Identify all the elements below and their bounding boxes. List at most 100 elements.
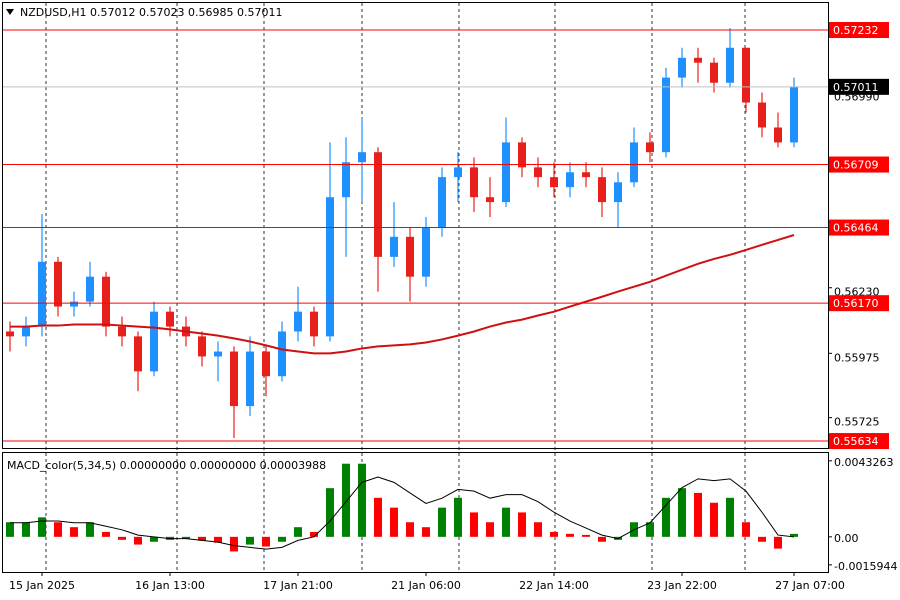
level-label: 0.56464 [833, 222, 879, 235]
candle-body [278, 331, 286, 377]
candle-body [742, 47, 750, 103]
x-tick-label: 23 Jan 22:00 [647, 579, 717, 592]
macd-bar [54, 522, 62, 537]
candle-body [118, 326, 126, 337]
level-tag [829, 156, 889, 173]
y-tick-label: 0.55725 [834, 416, 880, 429]
macd-bar [326, 488, 334, 537]
macd-bar [566, 533, 574, 537]
candle-body [246, 351, 254, 407]
candle-body [470, 167, 478, 198]
candle-body [70, 301, 78, 307]
candle-body [150, 311, 158, 372]
macd-bar [406, 522, 414, 537]
candle-body [214, 351, 222, 357]
macd-bar [646, 522, 654, 537]
macd-y-tick-label: 0.0043263 [834, 456, 894, 469]
macd-bar [310, 531, 318, 537]
candle-body [726, 47, 734, 83]
candle-body [662, 77, 670, 153]
candle-body [550, 177, 558, 188]
level-tag [829, 295, 889, 312]
candle-body [438, 177, 446, 228]
candle-body [406, 236, 414, 277]
candle-body [614, 182, 622, 203]
macd-signal [10, 476, 795, 550]
candle-body [518, 142, 526, 168]
macd-y-tick-label: -0.0015944 [834, 560, 897, 573]
menu-triangle[interactable] [6, 9, 14, 15]
macd-bar [598, 536, 606, 542]
macd-bar [150, 536, 158, 542]
macd-bar [134, 536, 142, 545]
candle-body [710, 62, 718, 83]
moving-average [10, 234, 795, 355]
candle-body [294, 311, 302, 332]
macd-bar [742, 522, 750, 537]
macd-bar [502, 507, 510, 537]
candle-body [598, 177, 606, 203]
macd-bar [246, 536, 254, 545]
macd-frame [2, 452, 829, 573]
candle-body [678, 57, 686, 78]
macd-bar [582, 534, 590, 537]
macd-bar [342, 463, 350, 537]
candle-body [102, 276, 110, 327]
level-label: 0.56170 [833, 297, 879, 310]
candle-body [774, 127, 782, 143]
macd-bar [710, 502, 718, 537]
macd-bar [118, 536, 126, 540]
macd-bar [86, 522, 94, 537]
macd-bar [294, 527, 302, 537]
macd-bar [262, 536, 270, 547]
candle-body [198, 336, 206, 357]
level-tag [829, 219, 889, 236]
macd-bar [422, 527, 430, 537]
y-tick-label: 0.55975 [834, 351, 880, 364]
x-tick-label: 15 Jan 2025 [9, 579, 75, 592]
macd-bar [6, 522, 14, 537]
candle-body [454, 167, 462, 178]
macd-bar [22, 522, 30, 537]
macd-bar [454, 497, 462, 537]
macd-bar [358, 463, 366, 537]
candle-body [358, 152, 366, 163]
macd-bar [790, 533, 798, 537]
macd-bar [534, 522, 542, 537]
x-tick-label: 21 Jan 06:00 [391, 579, 461, 592]
macd-bar [758, 536, 766, 542]
candle-body [22, 326, 30, 337]
macd-title: MACD_color(5,34,5) 0.00000000 0.00000000… [7, 459, 326, 472]
x-tick-label: 16 Jan 13:00 [135, 579, 205, 592]
macd-bar [726, 497, 734, 537]
macd-bar [550, 531, 558, 537]
candle-body [534, 167, 542, 178]
level-label: 0.55634 [833, 435, 879, 448]
macd-bar [678, 488, 686, 537]
macd-bar [214, 536, 222, 543]
candle-body [134, 336, 142, 372]
candle-body [646, 142, 654, 153]
candle-body [790, 86, 798, 143]
level-label: 0.56709 [833, 159, 879, 172]
candle-body [758, 102, 766, 128]
level-label: 0.57232 [833, 24, 879, 37]
candle-body [566, 172, 574, 188]
candle-body [502, 142, 510, 203]
macd-bar [198, 536, 206, 541]
candle-body [694, 57, 702, 63]
candle-body [422, 227, 430, 277]
x-tick-label: 17 Jan 21:00 [263, 579, 333, 592]
macd-bar [390, 507, 398, 537]
current-price-label: 0.57011 [833, 81, 879, 94]
candle-body [230, 351, 238, 407]
macd-bar [774, 536, 782, 549]
x-tick-label: 27 Jan 07:00 [775, 579, 845, 592]
candle-body [342, 162, 350, 198]
candle-body [54, 261, 62, 307]
x-tick-label: 22 Jan 14:00 [519, 579, 589, 592]
candle-body [86, 276, 94, 302]
macd-bar [438, 507, 446, 537]
